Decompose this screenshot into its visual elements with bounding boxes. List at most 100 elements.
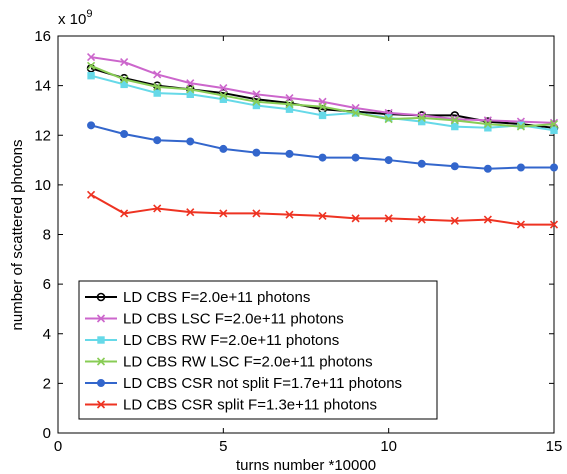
data-point-5-1 xyxy=(120,209,129,218)
y-tick-label: 12 xyxy=(34,127,51,144)
series-3 xyxy=(87,61,559,131)
data-point-5-11 xyxy=(450,216,459,225)
legend-swatch-marker xyxy=(96,292,106,302)
legend: LD CBS F=2.0e+11 photons LD CBS LSC F=2.0… xyxy=(78,280,438,420)
data-point-5-3 xyxy=(186,208,195,217)
y-tick-label: 8 xyxy=(43,227,51,244)
data-point-4-0 xyxy=(87,121,96,130)
data-point-4-12 xyxy=(483,164,492,173)
x-tick-label: 5 xyxy=(219,438,227,455)
legend-item-1: LD CBS LSC F=2.0e+11 photons xyxy=(85,311,344,328)
data-point-5-9 xyxy=(384,214,393,223)
data-point-2-0 xyxy=(87,72,95,80)
data-point-4-5 xyxy=(252,148,261,157)
x-tick-label: 0 xyxy=(54,438,62,455)
y-tick-label: 0 xyxy=(43,425,51,442)
data-point-3-13 xyxy=(516,122,525,131)
legend-item-2: LD CBS RW F=2.0e+11 photons xyxy=(85,332,339,349)
legend-label: LD CBS RW LSC F=2.0e+11 photons xyxy=(123,354,373,371)
data-point-4-7 xyxy=(318,153,327,162)
data-point-1-6 xyxy=(285,93,294,103)
data-point-1-4 xyxy=(219,84,228,93)
y-axis-label: number of scattered photons xyxy=(9,140,26,331)
y-multiplier-base: x 10 xyxy=(58,11,86,28)
legend-label: LD CBS RW F=2.0e+11 photons xyxy=(123,332,339,349)
x-tick-label: 15 xyxy=(546,438,563,455)
data-point-3-12 xyxy=(483,120,492,129)
data-point-5-7 xyxy=(318,211,327,220)
data-point-5-6 xyxy=(285,210,294,219)
data-point-4-1 xyxy=(120,130,129,139)
legend-item-0: LD CBS F=2.0e+11 photons xyxy=(85,289,310,306)
data-point-4-11 xyxy=(450,162,459,171)
data-point-3-14 xyxy=(549,120,559,129)
data-point-2-6 xyxy=(285,105,294,113)
data-point-2-11 xyxy=(451,122,459,131)
series-1 xyxy=(87,53,559,127)
data-point-4-2 xyxy=(153,136,162,145)
data-point-4-4 xyxy=(219,144,228,153)
data-point-5-5 xyxy=(252,209,261,218)
data-point-1-0 xyxy=(87,53,96,62)
data-point-4-9 xyxy=(384,156,393,165)
data-point-4-8 xyxy=(351,153,360,162)
legend-label: LD CBS CSR not split F=1.7e+11 photons xyxy=(123,375,402,392)
data-point-3-3 xyxy=(186,85,195,94)
data-point-3-4 xyxy=(219,91,228,100)
y-multiplier-exponent: 9 xyxy=(86,8,92,20)
data-point-1-5 xyxy=(252,90,261,99)
data-point-3-11 xyxy=(450,116,459,125)
data-point-4-6 xyxy=(285,149,294,158)
legend-item-5: LD CBS CSR split F=1.3e+11 photons xyxy=(85,397,377,414)
data-point-2-2 xyxy=(153,89,161,97)
data-point-5-12 xyxy=(483,215,492,224)
data-point-2-14 xyxy=(550,126,558,134)
legend-swatch-marker xyxy=(97,379,105,387)
y-tick-label: 2 xyxy=(43,375,51,392)
data-point-5-10 xyxy=(417,215,426,224)
legend-swatch-marker xyxy=(96,400,106,409)
series-4 xyxy=(87,121,558,173)
data-point-3-2 xyxy=(153,82,162,91)
data-point-2-1 xyxy=(120,80,128,89)
legend-box xyxy=(78,280,438,420)
axes-layer: 0 5 10 15 0 2 4 6 8 10 12 14 16 xyxy=(34,28,562,455)
data-point-3-10 xyxy=(417,113,426,122)
legend-item-4: LD CBS CSR not split F=1.7e+11 photons xyxy=(85,375,402,392)
data-point-1-3 xyxy=(186,79,195,88)
y-tick-label: 4 xyxy=(43,326,51,343)
data-point-2-3 xyxy=(186,90,194,99)
data-point-5-13 xyxy=(516,220,525,229)
legend-label: LD CBS F=2.0e+11 photons xyxy=(123,289,310,306)
data-point-3-8 xyxy=(351,108,360,117)
series-layer xyxy=(86,53,559,229)
legend-swatch-marker xyxy=(97,336,105,344)
legend-swatch-marker xyxy=(96,357,106,366)
data-point-5-2 xyxy=(153,204,162,213)
data-point-1-1 xyxy=(120,57,129,67)
series-5 xyxy=(87,190,559,229)
data-point-3-7 xyxy=(318,102,327,111)
data-point-5-14 xyxy=(549,220,559,229)
legend-label: LD CBS LSC F=2.0e+11 photons xyxy=(123,311,344,328)
y-multiplier: x 109 xyxy=(58,8,92,28)
y-tick-label: 16 xyxy=(34,28,51,45)
data-point-5-8 xyxy=(351,214,360,223)
data-point-2-7 xyxy=(318,111,327,120)
legend-label: LD CBS CSR split F=1.3e+11 photons xyxy=(123,397,377,414)
data-point-3-5 xyxy=(252,97,261,106)
data-point-4-13 xyxy=(516,163,525,172)
x-tick-label: 10 xyxy=(380,438,397,455)
data-point-5-4 xyxy=(219,209,228,218)
y-tick-label: 6 xyxy=(43,276,51,293)
data-point-4-3 xyxy=(186,137,195,146)
data-point-5-0 xyxy=(87,190,96,199)
x-axis-label: turns number *10000 xyxy=(236,457,376,474)
legend-swatch-marker xyxy=(96,314,106,323)
legend-item-3: LD CBS RW LSC F=2.0e+11 photons xyxy=(85,354,373,371)
y-tick-label: 14 xyxy=(34,78,51,95)
data-point-3-1 xyxy=(120,75,129,84)
data-point-3-9 xyxy=(384,115,393,124)
data-point-3-6 xyxy=(285,100,294,109)
